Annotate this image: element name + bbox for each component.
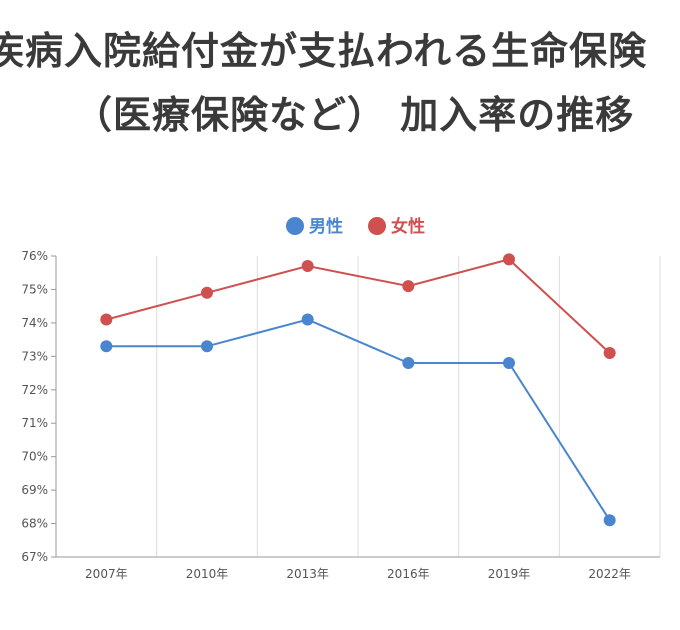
data-point <box>201 286 213 299</box>
data-point <box>100 340 113 353</box>
y-tick-label: 67% <box>21 550 48 564</box>
data-point <box>301 260 314 273</box>
chart-title-line-1: 疾病入院給付金が支払われる生命保険 <box>0 29 648 73</box>
y-tick-label: 71% <box>21 416 48 430</box>
x-tick-label: 2022年 <box>588 567 631 581</box>
chart-title-line-2: （医療保険など） 加入率の推移 <box>74 93 635 137</box>
series-group <box>100 253 616 527</box>
data-point <box>402 280 415 293</box>
y-tick-label: 76% <box>21 249 48 263</box>
y-tick-label: 69% <box>21 483 48 497</box>
y-tick-label: 68% <box>21 517 48 531</box>
x-tick-label: 2019年 <box>488 567 531 581</box>
data-point <box>603 346 616 359</box>
legend-label: 女性 <box>391 216 425 237</box>
series-male <box>100 313 616 527</box>
grid <box>156 256 661 557</box>
y-tick-label: 70% <box>21 450 48 464</box>
legend-marker <box>368 217 386 235</box>
data-point <box>201 340 213 353</box>
series-female <box>100 253 616 359</box>
data-point <box>603 514 616 527</box>
axes <box>55 256 660 558</box>
legend: 男性 女性 <box>286 216 425 237</box>
legend-label: 男性 <box>309 216 343 237</box>
y-tick-label: 73% <box>21 349 48 363</box>
data-point <box>301 313 314 326</box>
series-line <box>106 318 611 521</box>
data-point <box>402 357 415 370</box>
data-point <box>503 357 515 370</box>
y-tick-label: 74% <box>21 316 48 330</box>
series-line <box>106 258 611 354</box>
y-axis-ticks: 67% 68% 69% 70% 71% 72% 73% 74% 75% 76% <box>21 249 56 564</box>
y-tick-label: 72% <box>21 383 48 397</box>
data-point <box>100 313 113 326</box>
x-tick-label: 2007年 <box>85 567 128 581</box>
data-point <box>503 253 515 266</box>
y-tick-label: 75% <box>21 282 48 296</box>
x-tick-label: 2010年 <box>186 567 229 581</box>
x-axis-ticks: 2007年 2010年 2013年 2016年 2019年 2022年 <box>85 567 631 581</box>
x-tick-label: 2013年 <box>286 567 329 581</box>
x-tick-label: 2016年 <box>387 567 430 581</box>
legend-marker <box>286 217 304 235</box>
